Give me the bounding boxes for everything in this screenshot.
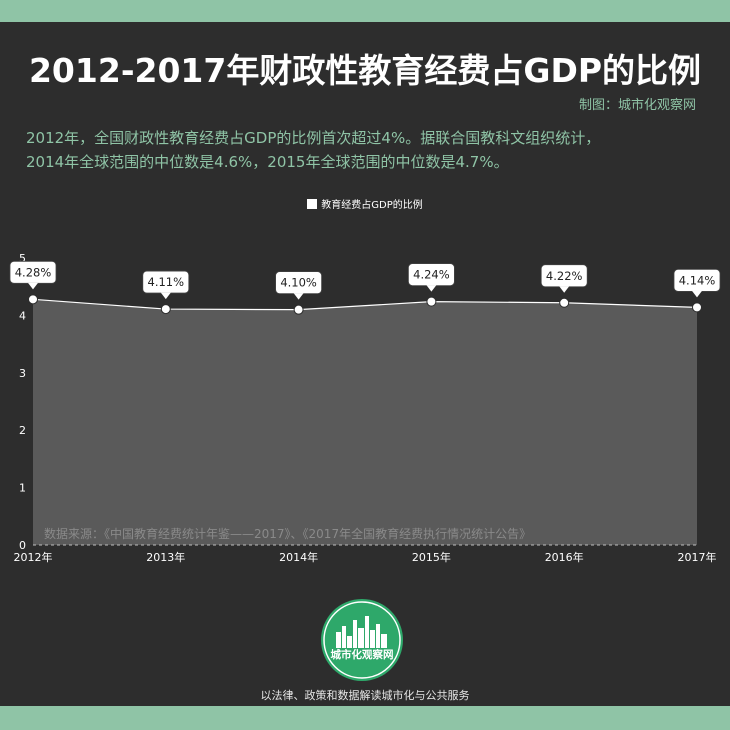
description-line-1: 2012年，全国财政性教育经费占GDP的比例首次超过4%。据联合国教科文组织统计… xyxy=(26,129,601,147)
data-label-text: 4.28% xyxy=(15,265,52,279)
x-tick-label: 2016年 xyxy=(545,550,584,564)
data-point[interactable] xyxy=(559,297,570,308)
y-tick-label: 4 xyxy=(19,309,26,322)
data-point[interactable] xyxy=(28,294,38,305)
data-source: 数据来源：《中国教育经费统计年鉴——2017》、《2017年全国教育经费执行情况… xyxy=(44,527,532,541)
y-tick-label: 3 xyxy=(19,367,26,380)
data-label-text: 4.10% xyxy=(280,276,317,290)
chart-credit: 制图：城市化观察网 xyxy=(578,98,696,113)
page-title: 2012-2017年财政性教育经费占GDP的比例 xyxy=(28,51,702,90)
description: 2012年，全国财政性教育经费占GDP的比例首次超过4%。据联合国教科文组织统计… xyxy=(26,126,716,174)
data-point[interactable] xyxy=(160,304,171,315)
footer-slogan: 以法律、政策和数据解读城市化与公共服务 xyxy=(260,689,470,702)
data-label-text: 4.14% xyxy=(679,273,716,287)
data-label: 4.28% xyxy=(9,260,57,290)
x-tick-label: 2013年 xyxy=(146,550,185,564)
logo-text: 城市化观察网 xyxy=(331,648,394,661)
data-label-text: 4.22% xyxy=(546,269,583,283)
description-line-2: 2014年全球范围的中位数是4.6%，2015年全球范围的中位数是4.7%。 xyxy=(26,153,509,171)
data-point[interactable] xyxy=(692,302,702,313)
bottom-band xyxy=(0,706,730,730)
y-tick-label: 0 xyxy=(19,539,26,552)
y-tick-label: 2 xyxy=(19,424,26,437)
data-point[interactable] xyxy=(426,296,437,307)
series-line xyxy=(32,298,698,311)
x-axis: 2012年 2013年 2014年 2015年 2016年 2017年 xyxy=(14,550,717,564)
data-label: 4.24% xyxy=(407,263,455,292)
series-area xyxy=(33,299,697,545)
y-axis: 0 1 2 3 4 5 xyxy=(19,252,26,552)
data-point[interactable] xyxy=(293,304,304,315)
plot-area: 4.28% 4.11% 4.10% 4.24% 4.22% 4.14% xyxy=(9,260,721,546)
x-tick-label: 2014年 xyxy=(279,550,318,564)
top-band xyxy=(0,0,730,22)
data-label-text: 4.24% xyxy=(413,268,450,282)
logo: 城市化观察网 xyxy=(321,599,403,681)
x-tick-label: 2017年 xyxy=(678,550,717,564)
data-label: 4.22% xyxy=(540,264,588,293)
legend-label: 教育经费占GDP的比例 xyxy=(321,200,423,211)
data-label: 4.14% xyxy=(673,268,721,298)
data-label-text: 4.11% xyxy=(148,275,185,289)
y-tick-label: 5 xyxy=(19,252,26,265)
data-label: 4.11% xyxy=(142,270,190,300)
chart-legend[interactable]: 教育经费占GDP的比例 xyxy=(0,196,730,211)
legend-swatch xyxy=(307,199,318,209)
y-tick-label: 1 xyxy=(19,482,26,495)
x-tick-label: 2015年 xyxy=(412,550,451,564)
x-tick-label: 2012年 xyxy=(14,550,53,564)
data-label: 4.10% xyxy=(275,271,323,300)
